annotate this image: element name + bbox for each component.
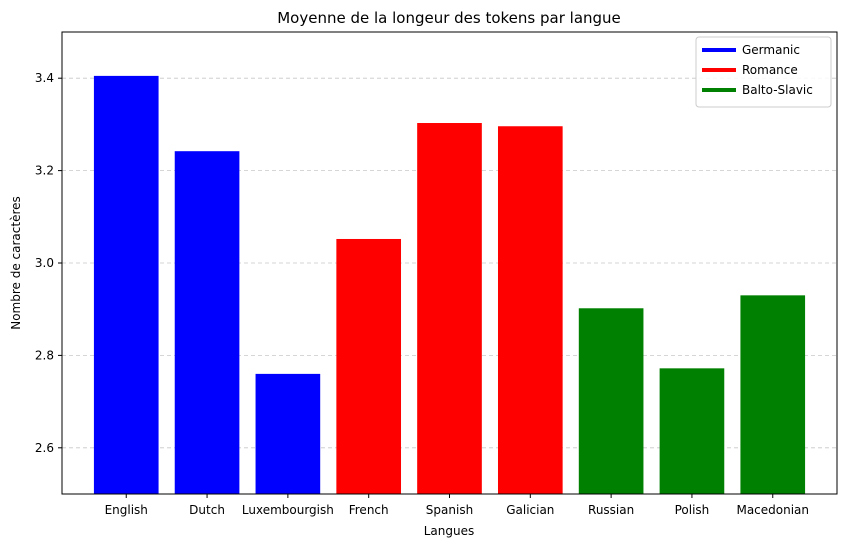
y-tick-label: 2.6 (35, 441, 54, 455)
x-tick-label: Russian (588, 503, 634, 517)
x-tick-label: Spanish (426, 503, 473, 517)
x-axis-ticks: English Dutch Luxembourgish French Spanish Ga… (105, 494, 809, 517)
bar-english (93, 75, 159, 494)
y-tick-label: 3.0 (35, 256, 54, 270)
legend-label: Germanic (742, 43, 800, 57)
x-tick-label: Galician (506, 503, 554, 517)
y-axis-label: Nombre de caractères (9, 196, 23, 330)
bar-french (336, 238, 402, 494)
bar-spanish (417, 123, 482, 494)
y-tick-label: 3.4 (35, 71, 54, 85)
x-tick-label: Luxembourgish (242, 503, 334, 517)
x-axis-label: Langues (424, 524, 475, 538)
bar-russian (578, 308, 644, 494)
bars (93, 75, 806, 495)
y-tick-label: 2.8 (35, 348, 54, 362)
x-tick-label: French (349, 503, 389, 517)
x-tick-label: Dutch (189, 503, 225, 517)
legend-label: Romance (742, 63, 798, 77)
y-axis-ticks: 2.6 2.8 3.0 3.2 3.4 (35, 71, 62, 455)
legend: Germanic Romance Balto-Slavic (695, 36, 832, 108)
chart-title: Moyenne de la longeur des tokens par lan… (277, 9, 621, 27)
x-tick-label: Polish (675, 503, 710, 517)
x-tick-label: English (105, 503, 148, 517)
bar-luxembourgish (255, 373, 321, 494)
bar-dutch (174, 151, 240, 495)
x-tick-label: Macedonian (736, 503, 809, 517)
bar-polish (659, 368, 725, 494)
y-tick-label: 3.2 (35, 164, 54, 178)
bar-galician (497, 126, 563, 495)
bar-macedonian (740, 295, 806, 494)
legend-label: Balto-Slavic (742, 83, 813, 97)
